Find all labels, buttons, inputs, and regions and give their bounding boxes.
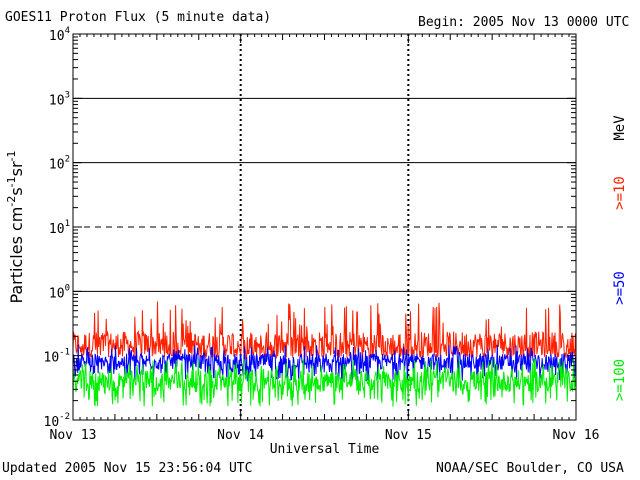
x-tick-label: Nov 14 — [217, 428, 264, 443]
y-tick-label: 100 — [49, 283, 70, 301]
x-axis-label: Universal Time — [270, 442, 380, 457]
series-line-ge10 — [72, 301, 577, 360]
y-tick-label: 104 — [49, 26, 70, 44]
y-axis-label: Particles cm-2s-1sr-1 — [5, 150, 26, 303]
legend-entry: >=100 — [612, 359, 628, 401]
chart-title: GOES11 Proton Flux (5 minute data) — [5, 10, 272, 25]
begin-time: Begin: 2005 Nov 13 0000 UTC — [418, 15, 630, 30]
x-tick-label: Nov 16 — [553, 428, 600, 443]
legend-unit: MeV — [612, 115, 628, 141]
updated-timestamp: Updated 2005 Nov 15 23:56:04 UTC — [2, 461, 253, 476]
y-tick-label: 10-2 — [44, 412, 71, 430]
series-line-ge50 — [72, 344, 577, 382]
y-tick-label: 101 — [49, 219, 70, 237]
y-tick-label: 10-1 — [44, 348, 71, 366]
credit-label: NOAA/SEC Boulder, CO USA — [436, 461, 624, 476]
x-tick-label: Nov 15 — [385, 428, 432, 443]
y-tick-label: 102 — [49, 155, 70, 173]
series-line-ge100 — [72, 358, 577, 407]
legend-entry: >=10 — [612, 176, 628, 210]
y-tick-label: 103 — [49, 90, 70, 108]
x-tick-label: Nov 13 — [50, 428, 97, 443]
legend-entry: >=50 — [612, 271, 628, 305]
